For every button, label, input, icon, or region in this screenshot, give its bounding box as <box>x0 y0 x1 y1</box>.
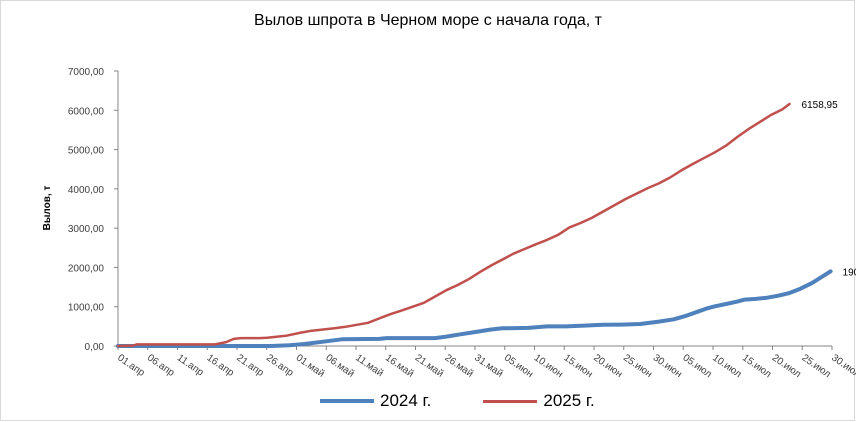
y-tick-label: 7000,00 <box>68 67 105 78</box>
x-tick-label: 06.апр <box>145 352 177 379</box>
x-tick-label: 06.май <box>324 352 356 379</box>
series-line-2025 <box>116 102 791 348</box>
end-value-label: 1900,43 <box>843 267 856 278</box>
legend-item-2025: 2025 г. <box>483 391 595 411</box>
legend: 2024 г. 2025 г. <box>320 390 647 412</box>
y-axis-title: Вылов, т <box>42 186 53 231</box>
x-tick-label: 30.июн <box>651 352 684 380</box>
legend-item-2024: 2024 г. <box>320 391 431 411</box>
x-tick-label: 20.июл <box>770 352 803 380</box>
legend-label-2024: 2024 г. <box>380 391 432 410</box>
legend-swatch-2024 <box>320 399 374 403</box>
y-tick-label: 0,00 <box>85 342 105 353</box>
x-tick-label: 21.май <box>413 352 445 379</box>
x-tick-label: 05.июн <box>502 352 535 380</box>
x-tick-label: 10.июн <box>532 352 565 380</box>
x-tick-label: 26.май <box>443 352 475 379</box>
x-tick-label: 01.май <box>294 352 326 379</box>
x-tick-label: 30.июл <box>829 352 856 380</box>
x-tick-label: 05.июл <box>681 352 714 380</box>
series-line-2024 <box>116 269 833 348</box>
x-tick-label: 16.апр <box>205 352 237 379</box>
x-tick-label: 25.июн <box>621 352 654 380</box>
x-tick-label: 26.апр <box>264 352 296 379</box>
x-tick-label: 01.апр <box>115 352 147 379</box>
legend-swatch-2025 <box>483 399 538 403</box>
x-tick-label: 31.май <box>472 352 504 379</box>
x-tick-label: 16.май <box>383 352 415 379</box>
x-tick-label: 15.июн <box>562 352 595 380</box>
x-tick-label: 21.апр <box>234 352 266 379</box>
legend-label-2025: 2025 г. <box>543 391 595 410</box>
x-tick-label: 10.июл <box>710 352 743 380</box>
y-tick-label: 4000,00 <box>68 185 105 196</box>
y-tick-label: 5000,00 <box>68 146 105 157</box>
end-value-label: 6158,95 <box>802 100 839 111</box>
x-tick-label: 11.май <box>353 352 385 379</box>
y-tick-label: 3000,00 <box>68 224 105 235</box>
x-tick-label: 20.июн <box>591 352 624 380</box>
x-tick-label: 11.апр <box>175 352 206 378</box>
y-tick-label: 2000,00 <box>68 263 105 274</box>
chart-title: Вылов шпрота в Черном море с начала года… <box>254 12 602 29</box>
y-tick-label: 1000,00 <box>68 303 105 314</box>
x-tick-label: 25.июл <box>800 352 833 380</box>
y-tick-label: 6000,00 <box>68 106 105 117</box>
x-tick-label: 15.июл <box>740 352 773 380</box>
